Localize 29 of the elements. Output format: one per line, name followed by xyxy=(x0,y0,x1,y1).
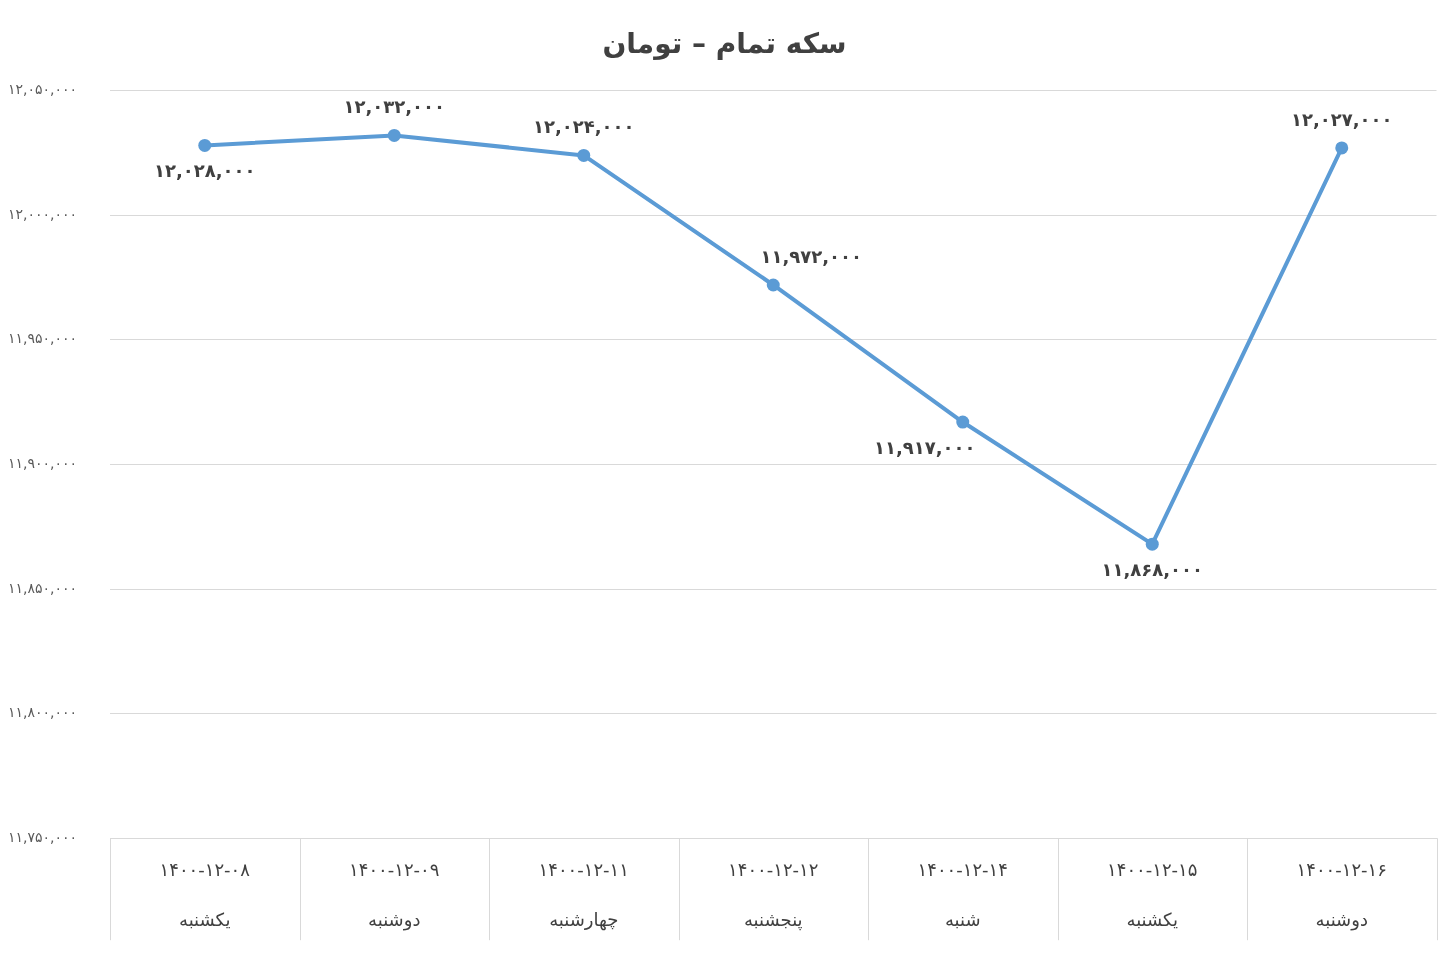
y-tick-label: ۱۲,۰۰۰,۰۰۰ xyxy=(8,205,78,222)
category-label: ۱۴۰۰-۱۲-۰۹ دوشنبه xyxy=(349,859,440,931)
data-label: ۱۱,۹۱۷,۰۰۰ xyxy=(873,436,976,458)
data-label: ۱۲,۰۲۸,۰۰۰ xyxy=(153,160,256,182)
point xyxy=(1145,537,1159,551)
data-label: ۱۲,۰۲۴,۰۰۰ xyxy=(532,116,635,138)
data-label: ۱۱,۸۶۸,۰۰۰ xyxy=(1101,558,1204,580)
point xyxy=(387,128,401,142)
y-tick-label: ۱۱,۷۵۰,۰۰۰ xyxy=(8,828,78,845)
data-label: ۱۱,۹۷۲,۰۰۰ xyxy=(760,245,863,267)
point xyxy=(766,278,780,292)
category-label: ۱۴۰۰-۱۲-۱۲ پنجشنبه xyxy=(728,859,819,931)
point xyxy=(198,138,212,152)
category-label: ۱۴۰۰-۱۲-۱۴ شنبه xyxy=(917,859,1008,931)
category-label: ۱۴۰۰-۱۲-۱۶ دوشنبه xyxy=(1296,859,1387,931)
category-label: ۱۴۰۰-۱۲-۱۵ یکشنبه xyxy=(1107,859,1198,931)
point xyxy=(1335,141,1349,155)
y-tick-label: ۱۱,۹۵۰,۰۰۰ xyxy=(8,330,78,347)
y-tick-label: ۱۱,۹۰۰,۰۰۰ xyxy=(8,455,78,472)
point xyxy=(956,415,970,429)
data-label: ۱۲,۰۳۲,۰۰۰ xyxy=(343,96,446,118)
chart-title: سکه تمام – تومان xyxy=(602,27,847,61)
point xyxy=(577,148,591,162)
category-label: ۱۴۰۰-۱۲-۰۸ یکشنبه xyxy=(159,859,250,931)
category-label: ۱۴۰۰-۱۲-۱۱ چهارشنبه xyxy=(538,859,629,931)
y-tick-label: ۱۱,۸۰۰,۰۰۰ xyxy=(8,704,78,721)
y-tick-label: ۱۱,۸۵۰,۰۰۰ xyxy=(8,579,78,596)
y-tick-label: ۱۲,۰۵۰,۰۰۰ xyxy=(8,81,78,98)
data-label: ۱۲,۰۲۷,۰۰۰ xyxy=(1290,108,1393,130)
